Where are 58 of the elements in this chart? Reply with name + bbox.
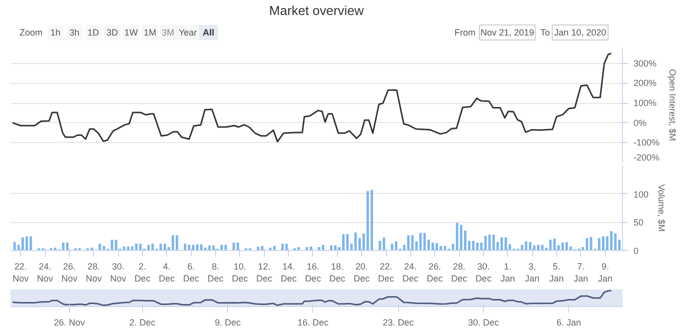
x-tick-label: 6. Dec xyxy=(183,262,200,284)
text: Zoom xyxy=(20,28,43,38)
x-tick-label: 1. Jan xyxy=(500,262,516,284)
text: 1D xyxy=(88,28,100,38)
x-tick-label: 26. Nov xyxy=(54,318,86,328)
x-tick-label: 30. Dec xyxy=(468,318,500,328)
text: Year xyxy=(178,28,197,38)
x-tick-label: 9. Jan xyxy=(598,262,613,284)
x-tick-label: 26. Nov xyxy=(61,262,78,284)
text: Nov 21, 2019 xyxy=(480,28,534,38)
text: 3M xyxy=(162,28,174,38)
text: 3h xyxy=(69,28,80,38)
x-tick-label: 16. Dec xyxy=(304,262,322,284)
text: 3D xyxy=(106,28,118,38)
x-tick-label: 5. Jan xyxy=(549,262,564,284)
x-tick-label: 2. Dec xyxy=(134,262,151,284)
x-tick-label: 6. Jan xyxy=(556,318,581,328)
y-tick-label: 0% xyxy=(634,118,647,128)
x-tick-label: 16. Dec xyxy=(297,318,329,328)
y-tick-label: 200% xyxy=(634,78,657,88)
x-tick-label: 10. Dec xyxy=(232,262,248,284)
x-tick-label: 30. Nov xyxy=(110,262,127,284)
x-tick-label: 30. Dec xyxy=(475,262,492,284)
y-axis-title: Volume, $M xyxy=(656,184,667,232)
x-tick-label: 22. Nov xyxy=(12,262,30,284)
x-tick-label: 20. Dec xyxy=(354,262,370,284)
x-tick-label: 23. Dec xyxy=(382,318,414,328)
y-tick-label: 100% xyxy=(634,98,657,108)
y-tick-label: -100% xyxy=(634,138,660,148)
x-tick-label: 14. Dec xyxy=(280,262,298,284)
x-tick-label: 9. Dec xyxy=(214,318,242,328)
text: 1M xyxy=(144,28,156,38)
x-tick-label: 26. Dec xyxy=(426,262,444,284)
x-tick-label: 8. Dec xyxy=(208,262,224,284)
y-tick-label: 100 xyxy=(634,189,649,200)
x-tick-label: 28. Dec xyxy=(451,262,468,284)
x-tick-label: 24. Nov xyxy=(37,262,54,284)
text: To xyxy=(540,28,550,38)
x-tick-label: 22. Dec xyxy=(378,262,395,284)
y-axis-title: Open Interest, $M xyxy=(668,68,678,142)
x-tick-label: 7. Jan xyxy=(574,262,588,284)
y-tick-label: 50 xyxy=(634,218,644,228)
x-tick-label: 2. Dec xyxy=(129,318,156,328)
y-tick-label: -200% xyxy=(634,152,660,162)
y-tick-label: 300% xyxy=(634,58,657,68)
text: From xyxy=(454,28,476,38)
chart-title: Market overview xyxy=(269,3,364,18)
x-tick-label: 24. Dec xyxy=(402,262,419,284)
text: 1h xyxy=(50,28,61,38)
x-tick-label: 4. Dec xyxy=(158,262,176,284)
x-tick-label: 3. Jan xyxy=(524,262,540,284)
x-tick-label: 28. Nov xyxy=(86,262,102,284)
text: 1W xyxy=(124,28,138,38)
text: All xyxy=(202,28,214,38)
text: Jan 10, 2020 xyxy=(554,28,606,38)
x-tick-label: 12. Dec xyxy=(256,262,273,284)
y-tick-label: 0 xyxy=(634,246,639,256)
x-tick-label: 18. Dec xyxy=(329,262,346,284)
